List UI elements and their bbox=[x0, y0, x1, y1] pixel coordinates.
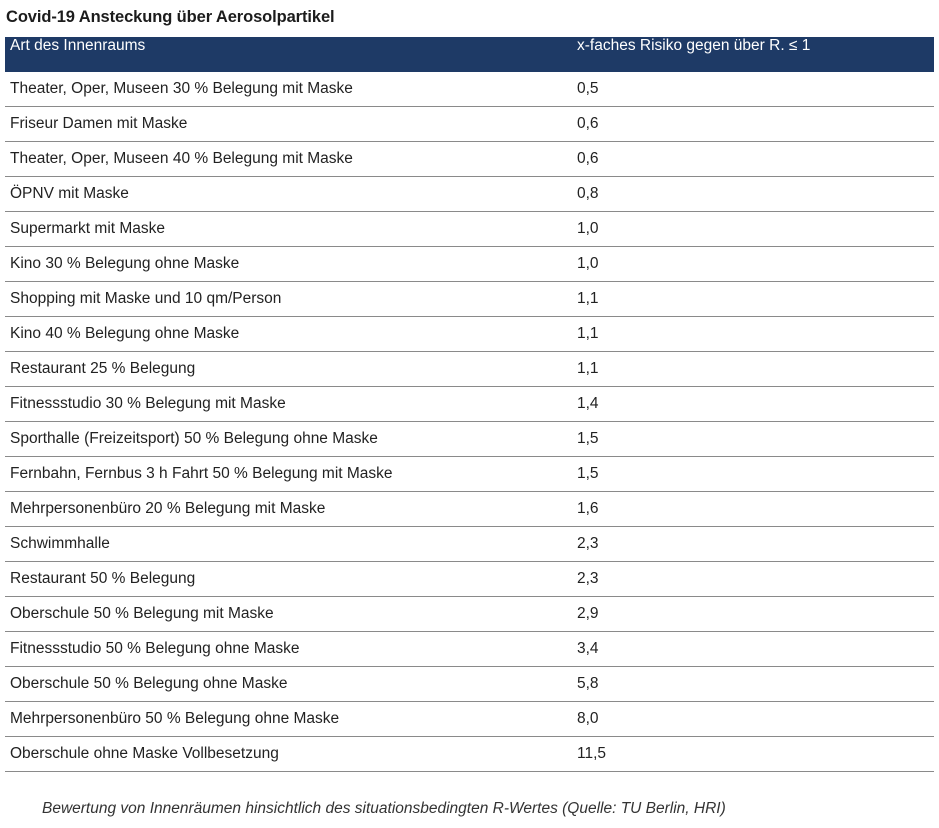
room-type-cell: Sporthalle (Freizeitsport) 50 % Belegung… bbox=[10, 430, 378, 447]
column-header-room-type: Art des Innenraums bbox=[10, 37, 146, 54]
room-type-cell: Oberschule ohne Maske Vollbesetzung bbox=[10, 745, 279, 762]
column-header-risk-factor: x-faches Risiko gegen über R. ≤ 1 bbox=[577, 37, 811, 54]
risk-factor-cell: 8,0 bbox=[577, 710, 599, 727]
room-type-cell: Mehrpersonenbüro 50 % Belegung ohne Mask… bbox=[10, 710, 340, 727]
risk-factor-cell: 0,5 bbox=[577, 80, 599, 97]
room-type-cell: Fitnessstudio 30 % Belegung mit Maske bbox=[10, 395, 286, 412]
room-type-cell: Oberschule 50 % Belegung mit Maske bbox=[10, 605, 274, 622]
risk-factor-cell: 1,4 bbox=[577, 395, 599, 412]
room-type-cell: Supermarkt mit Maske bbox=[10, 220, 166, 237]
table-row: Friseur Damen mit Maske 0,6 bbox=[5, 107, 934, 142]
risk-factor-cell: 5,8 bbox=[577, 675, 599, 692]
room-type-cell: Shopping mit Maske und 10 qm/Person bbox=[10, 290, 282, 307]
risk-factor-cell: 1,0 bbox=[577, 255, 599, 272]
table-row: Oberschule ohne Maske Vollbesetzung 11,5 bbox=[5, 737, 934, 772]
table-row: Theater, Oper, Museen 30 % Belegung mit … bbox=[5, 72, 934, 107]
table-row: Oberschule 50 % Belegung mit Maske 2,9 bbox=[5, 597, 934, 632]
table-row: Oberschule 50 % Belegung ohne Maske 5,8 bbox=[5, 667, 934, 702]
risk-factor-cell: 1,5 bbox=[577, 430, 599, 447]
risk-factor-cell: 1,1 bbox=[577, 325, 599, 342]
table-row: Mehrpersonenbüro 50 % Belegung ohne Mask… bbox=[5, 702, 934, 737]
table-row: Fitnessstudio 30 % Belegung mit Maske 1,4 bbox=[5, 387, 934, 422]
table-row: Restaurant 50 % Belegung 2,3 bbox=[5, 562, 934, 597]
table-row: Fitnessstudio 50 % Belegung ohne Maske 3,… bbox=[5, 632, 934, 667]
room-type-cell: ÖPNV mit Maske bbox=[10, 185, 129, 202]
risk-factor-cell: 2,3 bbox=[577, 535, 599, 552]
table-row: Theater, Oper, Museen 40 % Belegung mit … bbox=[5, 142, 934, 177]
table-row: Restaurant 25 % Belegung 1,1 bbox=[5, 352, 934, 387]
risk-factor-cell: 3,4 bbox=[577, 640, 599, 657]
risk-factor-cell: 0,6 bbox=[577, 150, 599, 167]
risk-table: Art des Innenraums x-faches Risiko gegen… bbox=[5, 37, 934, 772]
room-type-cell: Schwimmhalle bbox=[10, 535, 110, 552]
room-type-cell: Theater, Oper, Museen 40 % Belegung mit … bbox=[10, 150, 353, 167]
table-header: Art des Innenraums x-faches Risiko gegen… bbox=[5, 37, 934, 72]
room-type-cell: Fernbahn, Fernbus 3 h Fahrt 50 % Belegun… bbox=[10, 465, 393, 482]
table-caption: Bewertung von Innenräumen hinsichtlich d… bbox=[42, 800, 726, 817]
table-body: Theater, Oper, Museen 30 % Belegung mit … bbox=[5, 72, 934, 772]
room-type-cell: Restaurant 50 % Belegung bbox=[10, 570, 196, 587]
risk-factor-cell: 2,9 bbox=[577, 605, 599, 622]
room-type-cell: Kino 40 % Belegung ohne Maske bbox=[10, 325, 240, 342]
risk-factor-cell: 2,3 bbox=[577, 570, 599, 587]
risk-factor-cell: 0,8 bbox=[577, 185, 599, 202]
room-type-cell: Fitnessstudio 50 % Belegung ohne Maske bbox=[10, 640, 300, 657]
room-type-cell: Mehrpersonenbüro 20 % Belegung mit Maske bbox=[10, 500, 326, 517]
room-type-cell: Friseur Damen mit Maske bbox=[10, 115, 188, 132]
table-row: Kino 40 % Belegung ohne Maske 1,1 bbox=[5, 317, 934, 352]
risk-factor-cell: 1,1 bbox=[577, 290, 599, 307]
risk-factor-cell: 11,5 bbox=[577, 745, 607, 762]
table-title: Covid-19 Ansteckung über Aerosolpartikel bbox=[6, 8, 335, 26]
table-row: Mehrpersonenbüro 20 % Belegung mit Maske… bbox=[5, 492, 934, 527]
risk-factor-cell: 0,6 bbox=[577, 115, 599, 132]
risk-factor-cell: 1,0 bbox=[577, 220, 599, 237]
table-row: Kino 30 % Belegung ohne Maske 1,0 bbox=[5, 247, 934, 282]
room-type-cell: Oberschule 50 % Belegung ohne Maske bbox=[10, 675, 288, 692]
table-row: Sporthalle (Freizeitsport) 50 % Belegung… bbox=[5, 422, 934, 457]
room-type-cell: Theater, Oper, Museen 30 % Belegung mit … bbox=[10, 80, 353, 97]
risk-factor-cell: 1,6 bbox=[577, 500, 599, 517]
table-row: Supermarkt mit Maske 1,0 bbox=[5, 212, 934, 247]
table-row: Schwimmhalle 2,3 bbox=[5, 527, 934, 562]
table-row: Shopping mit Maske und 10 qm/Person 1,1 bbox=[5, 282, 934, 317]
table-row: Fernbahn, Fernbus 3 h Fahrt 50 % Belegun… bbox=[5, 457, 934, 492]
table-row: ÖPNV mit Maske 0,8 bbox=[5, 177, 934, 212]
room-type-cell: Kino 30 % Belegung ohne Maske bbox=[10, 255, 240, 272]
risk-factor-cell: 1,1 bbox=[577, 360, 599, 377]
room-type-cell: Restaurant 25 % Belegung bbox=[10, 360, 196, 377]
risk-factor-cell: 1,5 bbox=[577, 465, 599, 482]
